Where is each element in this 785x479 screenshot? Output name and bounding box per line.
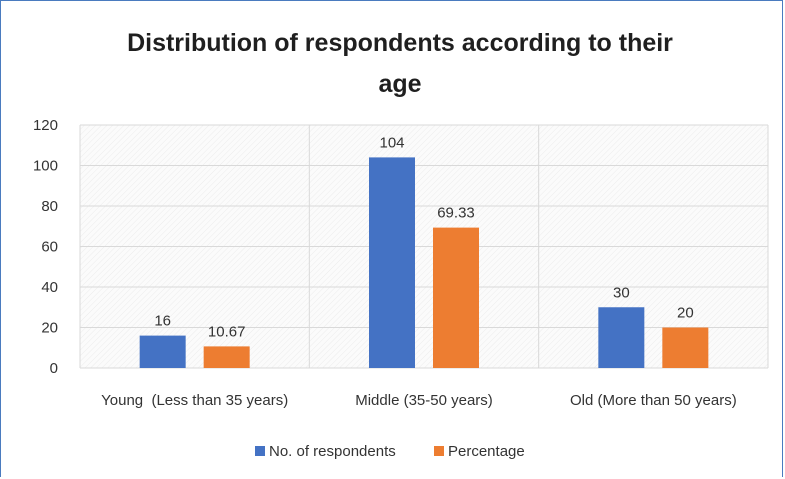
gridlines bbox=[79, 124, 769, 369]
bar-percentage-1 bbox=[433, 227, 479, 368]
bar-percentage-0 bbox=[203, 346, 250, 368]
category-label: Middle (35-50 years) bbox=[355, 392, 493, 409]
data-labels: 16 10.67 104 69.33 30 20 bbox=[154, 134, 693, 340]
data-label: 20 bbox=[677, 305, 694, 322]
bar-respondents-2 bbox=[598, 307, 645, 368]
legend-swatch-percentage bbox=[434, 446, 444, 456]
y-tick-label: 100 bbox=[33, 158, 58, 175]
data-label: 69.33 bbox=[437, 205, 475, 222]
y-axis-tick-labels: 0 20 40 60 80 100 120 bbox=[33, 117, 58, 377]
x-axis-category-labels: Young (Less than 35 years) Middle (35-50 … bbox=[101, 392, 737, 409]
category-label: Old (More than 50 years) bbox=[570, 392, 737, 409]
legend-label-percentage: Percentage bbox=[448, 443, 525, 460]
data-label: 16 bbox=[154, 313, 171, 330]
y-tick-label: 60 bbox=[41, 239, 58, 256]
category-label: Young (Less than 35 years) bbox=[101, 392, 288, 409]
bar-respondents-0 bbox=[139, 335, 186, 368]
data-label: 30 bbox=[613, 284, 630, 301]
legend: No. of respondents Percentage bbox=[255, 443, 525, 460]
data-label: 104 bbox=[379, 134, 404, 151]
bars bbox=[139, 157, 709, 368]
y-tick-label: 20 bbox=[41, 320, 58, 337]
chart-title-line-1: Distribution of respondents according to… bbox=[127, 29, 673, 57]
bar-percentage-2 bbox=[662, 327, 709, 368]
chart-title-line-2: age bbox=[378, 70, 421, 98]
legend-label-no-of-respondents: No. of respondents bbox=[269, 443, 396, 460]
y-tick-label: 40 bbox=[41, 279, 58, 296]
bar-respondents-1 bbox=[369, 157, 415, 368]
legend-swatch-no-of-respondents bbox=[255, 446, 265, 456]
y-tick-label: 0 bbox=[50, 360, 58, 377]
data-label: 10.67 bbox=[208, 323, 246, 340]
y-tick-label: 80 bbox=[41, 198, 58, 215]
y-tick-label: 120 bbox=[33, 117, 58, 134]
